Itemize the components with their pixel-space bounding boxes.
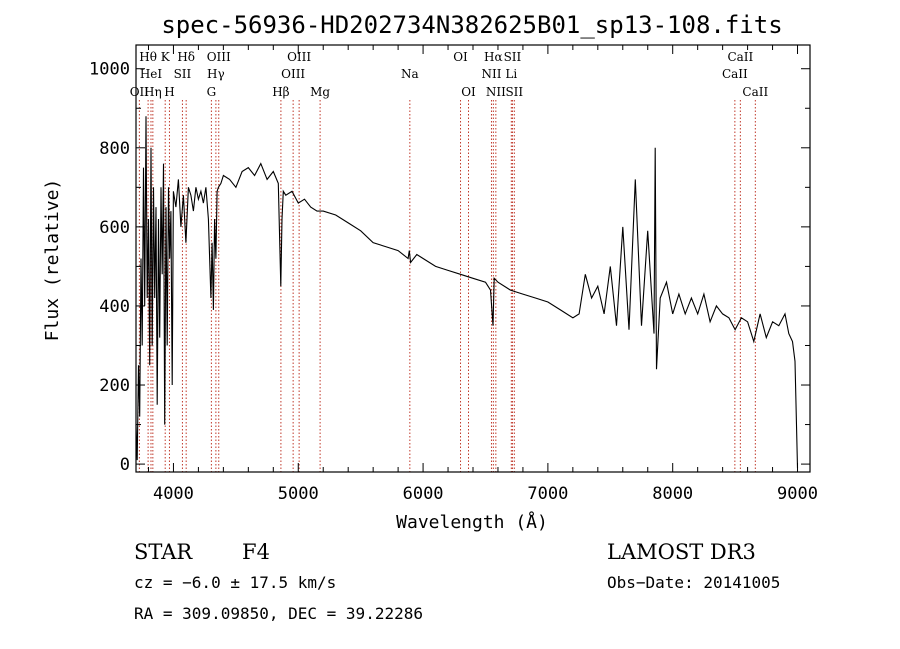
y-tick-label: 400 [99, 297, 130, 317]
line-marker-label: OIII [281, 67, 305, 81]
redshift-cz: cz = −6.0 ± 17.5 km/s [134, 573, 336, 592]
line-marker-label: NII [486, 85, 506, 99]
line-marker-label: OI [461, 85, 476, 99]
line-marker-label: K [161, 50, 171, 64]
x-tick-label: 8000 [652, 484, 693, 504]
object-subclass: F4 [242, 540, 270, 564]
line-marker-label: Na [401, 67, 419, 81]
line-marker-label: SII [174, 67, 192, 81]
plot-area [135, 116, 799, 469]
line-marker-label: Hγ [207, 67, 225, 81]
line-marker-label: SII [504, 50, 522, 64]
line-marker-label: Li [505, 67, 517, 81]
x-tick-label: 7000 [527, 484, 568, 504]
line-marker-label: CaII [727, 50, 753, 64]
chart-title: spec-56936-HD202734N382625B01_sp13-108.f… [161, 11, 782, 39]
line-marker-label: OIII [207, 50, 231, 64]
observation-date: Obs−Date: 20141005 [607, 573, 780, 592]
survey-name: LAMOST DR3 [607, 540, 756, 564]
y-tick-label: 200 [99, 376, 130, 396]
spectrum-line [135, 116, 799, 469]
y-tick-label: 0 [120, 455, 130, 475]
object-class: STAR [134, 540, 193, 564]
line-marker-label: Hθ [139, 50, 157, 64]
ra-dec: RA = 309.09850, DEC = 39.22286 [134, 604, 423, 623]
x-tick-label: 6000 [403, 484, 444, 504]
line-marker-label: Hδ [177, 50, 195, 64]
line-marker-label: Hβ [272, 85, 289, 99]
y-axis-label: Flux (relative) [42, 179, 63, 342]
y-tick-label: 600 [99, 218, 130, 238]
line-marker-label: OIII [287, 50, 311, 64]
plot-frame [135, 44, 811, 473]
y-tick-label: 1000 [89, 60, 130, 80]
line-marker-label: Hη [144, 85, 162, 99]
line-marker-label: H [164, 85, 174, 99]
line-marker-label: CaII [722, 67, 748, 81]
y-axis-ticks: 0 200 400 600 800 1000 [89, 60, 810, 475]
x-tick-label: 9000 [777, 484, 818, 504]
line-marker-label: CaII [742, 85, 768, 99]
line-marker-label: Mg [310, 85, 330, 99]
x-tick-label: 5000 [278, 484, 319, 504]
line-marker-label: G [207, 85, 217, 99]
x-tick-label: 4000 [153, 484, 194, 504]
line-marker-label: OII [130, 85, 150, 99]
line-marker-label: OI [453, 50, 468, 64]
x-axis-label: Wavelength (Å) [396, 511, 548, 533]
spectral-line-markers: OIIHθHeIHηKHSIIHδGHγOIIIHβOIIIOIIIMgNaOI… [130, 50, 768, 472]
line-marker-label: Hα [484, 50, 503, 64]
x-axis-ticks: 4000 5000 6000 7000 8000 9000 [147, 45, 818, 504]
line-marker-label: NII [481, 67, 501, 81]
line-marker-label: SII [505, 85, 523, 99]
y-tick-label: 800 [99, 139, 130, 159]
line-marker-label: HeI [140, 67, 163, 81]
